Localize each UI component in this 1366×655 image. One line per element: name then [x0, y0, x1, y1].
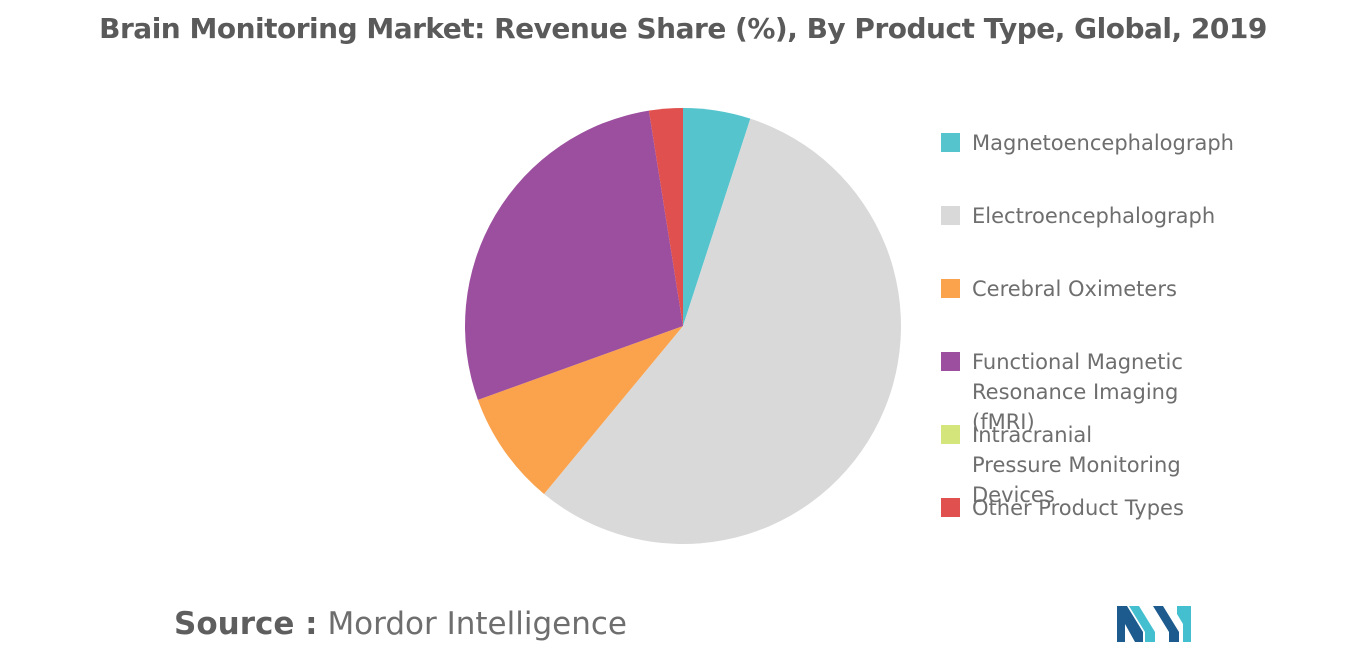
pie-chart [465, 108, 901, 544]
legend-item: Intracranial Pressure Monitoring Devices [941, 420, 1187, 510]
legend-label: Electroencephalograph [972, 204, 1216, 228]
legend-item: Magnetoencephalograph [941, 128, 1342, 158]
legend-item: Other Product Types [941, 493, 1342, 523]
legend-label: Other Product Types [972, 496, 1184, 520]
legend-swatch [941, 425, 960, 444]
legend-label: Intracranial Pressure Monitoring Devices [972, 423, 1181, 507]
logo-left-dark [1117, 606, 1143, 642]
legend-swatch [941, 206, 960, 225]
pie-slice-cerebral-oximeters [477, 326, 683, 494]
legend-item: Electroencephalograph [941, 201, 1342, 231]
pie-slice-electroencephalograph [544, 118, 901, 544]
source-text: Mordor Intelligence [327, 606, 627, 642]
logo-left-light [1129, 606, 1155, 642]
chart-title: Brain Monitoring Market: Revenue Share (… [99, 12, 1267, 45]
legend-label: Magnetoencephalograph [972, 131, 1234, 155]
legend-label: Functional Magnetic Resonance Imaging (f… [972, 350, 1183, 434]
legend-label: Cerebral Oximeters [972, 277, 1177, 301]
source-label: Source : [174, 606, 318, 642]
logo-right-light [1177, 606, 1191, 642]
pie-slice-magnetoencephalograph [683, 108, 751, 326]
logo-right-dark [1153, 606, 1179, 642]
legend-swatch [941, 133, 960, 152]
pie-slice-functional-magnetic-resonance-imaging-fmri [465, 110, 683, 400]
legend-swatch [941, 279, 960, 298]
legend-item: Functional Magnetic Resonance Imaging (f… [941, 347, 1222, 437]
legend-item: Cerebral Oximeters [941, 274, 1342, 304]
mordor-intelligence-logo-icon [1117, 606, 1191, 642]
pie-slice-other-product-types [648, 108, 683, 326]
source-caption: Source : Mordor Intelligence [174, 606, 627, 642]
legend-swatch [941, 498, 960, 517]
pie-slices [465, 108, 901, 544]
legend-swatch [941, 352, 960, 371]
